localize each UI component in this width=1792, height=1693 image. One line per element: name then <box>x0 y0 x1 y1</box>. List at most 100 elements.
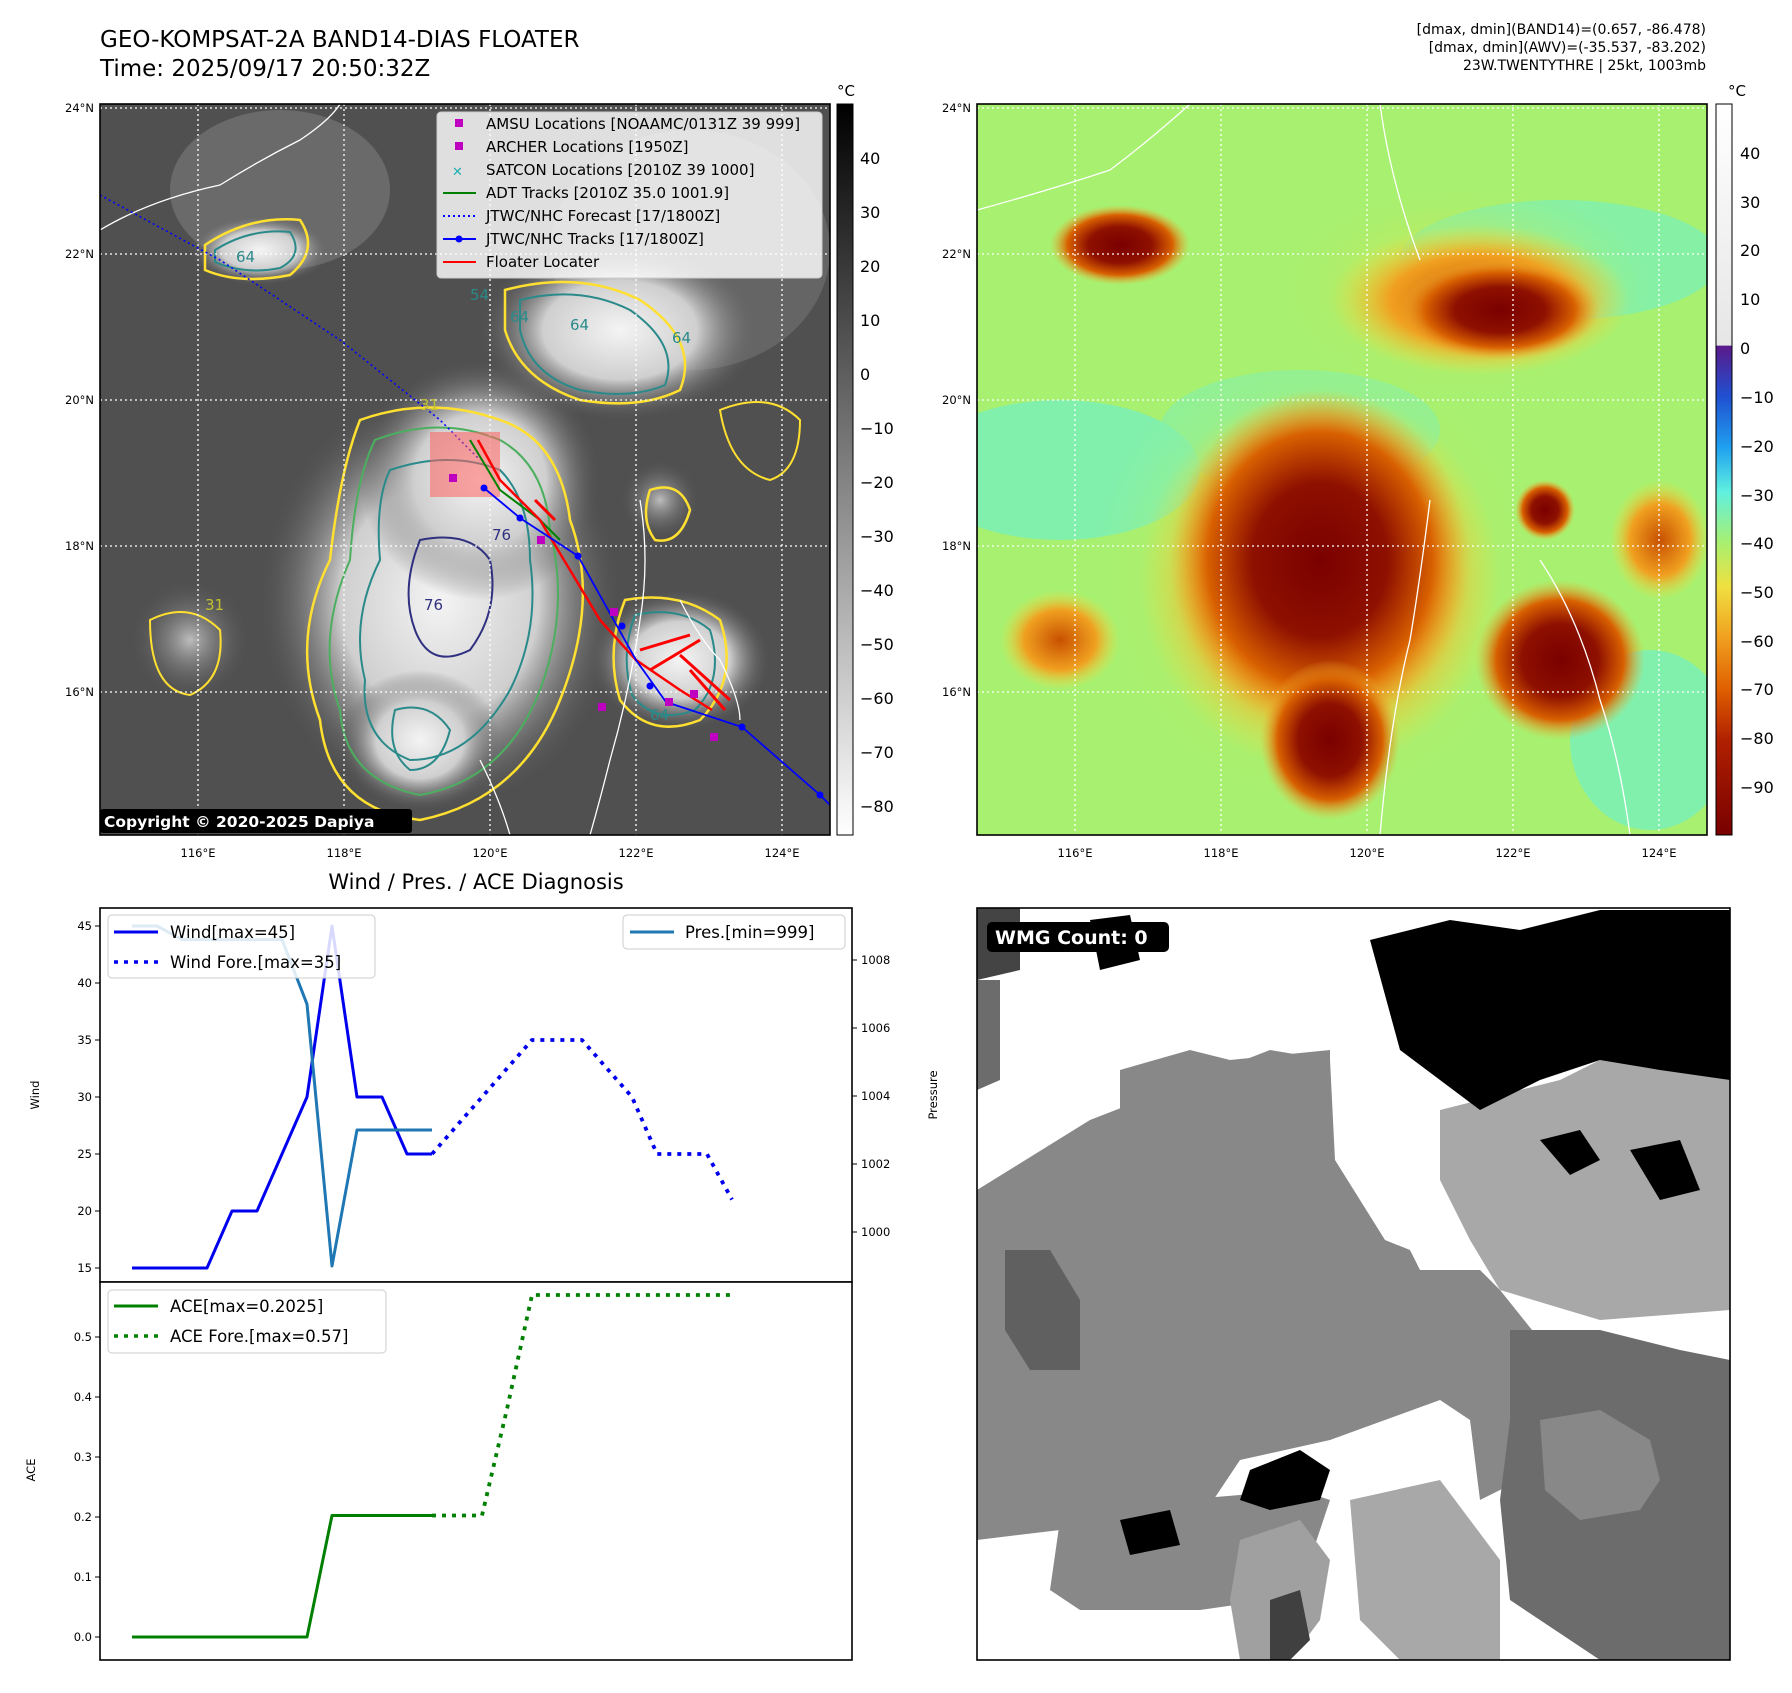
lon-tick: 122°E <box>1496 846 1531 860</box>
wind-ylabel: Wind <box>28 1081 42 1110</box>
colorbar-tick: −20 <box>860 473 894 492</box>
colorbar-tick: −60 <box>1740 632 1774 651</box>
enhanced-map-frame <box>976 103 1708 836</box>
lon-tick: 118°E <box>1204 846 1239 860</box>
ace-line <box>132 1514 432 1639</box>
colorbar-tick: −40 <box>860 581 894 600</box>
wind-tick: 35 <box>77 1033 92 1047</box>
ir-lon-ticks: 116°E 118°E 120°E 122°E 124°E <box>181 846 800 860</box>
contour-label: 64 <box>570 316 589 334</box>
ace-tick: 0.3 <box>74 1450 92 1464</box>
pres-tick: 1008 <box>861 953 890 967</box>
enh-lon-ticks: 116°E 118°E 120°E 122°E 124°E <box>1058 846 1677 860</box>
legend-wind-fore: Wind Fore.[max=35] <box>170 953 341 972</box>
wind-legend: Wind[max=45] Wind Fore.[max=35] <box>107 914 376 979</box>
lat-tick: 24°N <box>65 101 94 115</box>
lat-tick: 22°N <box>942 247 971 261</box>
legend-archer: ARCHER Locations [1950Z] <box>486 138 689 156</box>
pres-tick: 1002 <box>861 1157 890 1171</box>
colorbar-tick: 20 <box>860 257 880 276</box>
legend-ace-fore: ACE Fore.[max=0.57] <box>170 1327 348 1346</box>
contour-label: 31 <box>420 396 439 414</box>
colorbar-tick: 10 <box>1740 290 1760 309</box>
ace-forecast-line <box>432 1293 732 1518</box>
pres-tick: 1006 <box>861 1021 890 1035</box>
diagnosis-title: Wind / Pres. / ACE Diagnosis <box>328 870 623 894</box>
band14-range: [dmax, dmin](BAND14)=(0.657, -86.478) <box>1416 22 1706 38</box>
wind-tick: 25 <box>77 1147 92 1161</box>
colorbar-tick: 30 <box>860 203 880 222</box>
colorbar-tick: −10 <box>1740 388 1774 407</box>
colorbar-tick: −50 <box>1740 583 1774 602</box>
wind-tick: 45 <box>77 919 92 933</box>
colorbar-tick: 20 <box>1740 241 1760 260</box>
colorbar-tick: −60 <box>860 689 894 708</box>
ir-colorbar <box>836 103 854 836</box>
lon-tick: 116°E <box>1058 846 1093 860</box>
storm-info: 23W.TWENTYTHRE | 25kt, 1003mb <box>1462 58 1706 74</box>
pres-legend: Pres.[min=999] <box>622 914 846 950</box>
contour-label: 64 <box>650 706 669 724</box>
awv-range: [dmax, dmin](AWV)=(-35.537, -83.202) <box>1428 40 1706 56</box>
figure-time: Time: 2025/09/17 20:50:32Z <box>100 56 431 82</box>
contour-label: 64 <box>236 248 255 266</box>
lat-tick: 20°N <box>942 393 971 407</box>
enh-colorbar-ticks: 40 30 20 10 0 −10 −20 −30 −40 −50 −60 −7… <box>1740 144 1774 797</box>
pres-y-ticks: 1008 1006 1004 1002 1000 <box>852 953 890 1239</box>
colorbar-tick: −40 <box>1740 534 1774 553</box>
colorbar-tick: −20 <box>1740 437 1774 456</box>
ace-y-ticks: 0.5 0.4 0.3 0.2 0.1 0.0 <box>74 1330 100 1644</box>
lat-tick: 20°N <box>65 393 94 407</box>
ace-plot-area <box>132 1293 732 1639</box>
contour-label: 64 <box>510 308 529 326</box>
wind-forecast-line <box>430 1038 734 1201</box>
lon-tick: 120°E <box>1350 846 1385 860</box>
colorbar-tick: 40 <box>1740 144 1760 163</box>
ace-ylabel: ACE <box>24 1459 38 1482</box>
colorbar-tick: −50 <box>860 635 894 654</box>
ace-tick: 0.1 <box>74 1570 92 1584</box>
legend-ace: ACE[max=0.2025] <box>170 1297 323 1316</box>
contour-label: 64 <box>672 329 691 347</box>
colorbar-tick: 10 <box>860 311 880 330</box>
colorbar-tick: −30 <box>1740 486 1774 505</box>
enh-colorbar-unit: °C <box>1728 82 1746 100</box>
svg-text:✕: ✕ <box>452 165 463 180</box>
enh-colorbar <box>1715 103 1733 836</box>
lat-tick: 16°N <box>942 685 971 699</box>
lat-tick: 16°N <box>65 685 94 699</box>
wind-tick: 20 <box>77 1204 92 1218</box>
legend-wind: Wind[max=45] <box>170 923 295 942</box>
wmg-count: WMG Count: 0 <box>995 927 1148 949</box>
colorbar-tick: 0 <box>1740 339 1750 358</box>
map-legend: AMSU Locations [NOAAMC/0131Z 39 999] ARC… <box>436 111 823 279</box>
colorbar-tick: −70 <box>1740 680 1774 699</box>
wind-tick: 30 <box>77 1090 92 1104</box>
legend-pres: Pres.[min=999] <box>685 923 814 942</box>
contour-labels: 64 54 64 64 64 76 76 31 31 64 <box>205 248 691 724</box>
lon-tick: 118°E <box>327 846 362 860</box>
lon-tick: 124°E <box>765 846 800 860</box>
pres-tick: 1004 <box>861 1089 890 1103</box>
pres-tick: 1000 <box>861 1225 890 1239</box>
enhanced-map <box>977 104 1707 835</box>
wind-tick: 15 <box>77 1261 92 1275</box>
legend-adt: ADT Tracks [2010Z 35.0 1001.9] <box>486 184 729 202</box>
contour-label: 54 <box>470 286 489 304</box>
lon-tick: 120°E <box>473 846 508 860</box>
copyright: Copyright © 2020-2025 Dapiya <box>104 813 374 831</box>
lon-tick: 122°E <box>619 846 654 860</box>
contour-label: 31 <box>205 596 224 614</box>
contour-label: 76 <box>492 526 511 544</box>
ace-tick: 0.2 <box>74 1510 92 1524</box>
ace-tick: 0.4 <box>74 1390 92 1404</box>
lat-tick: 22°N <box>65 247 94 261</box>
lon-tick: 124°E <box>1642 846 1677 860</box>
legend-floater: Floater Locater <box>486 253 600 271</box>
ir-colorbar-ticks: 40 30 20 10 0 −10 −20 −30 −40 −50 −60 −7… <box>860 149 894 816</box>
enh-lat-ticks: 24°N 22°N 20°N 18°N 16°N <box>942 101 971 699</box>
colorbar-tick: −90 <box>1740 778 1774 797</box>
ir-lat-ticks: 24°N 22°N 20°N 18°N 16°N <box>65 101 94 699</box>
colorbar-tick: −80 <box>1740 729 1774 748</box>
